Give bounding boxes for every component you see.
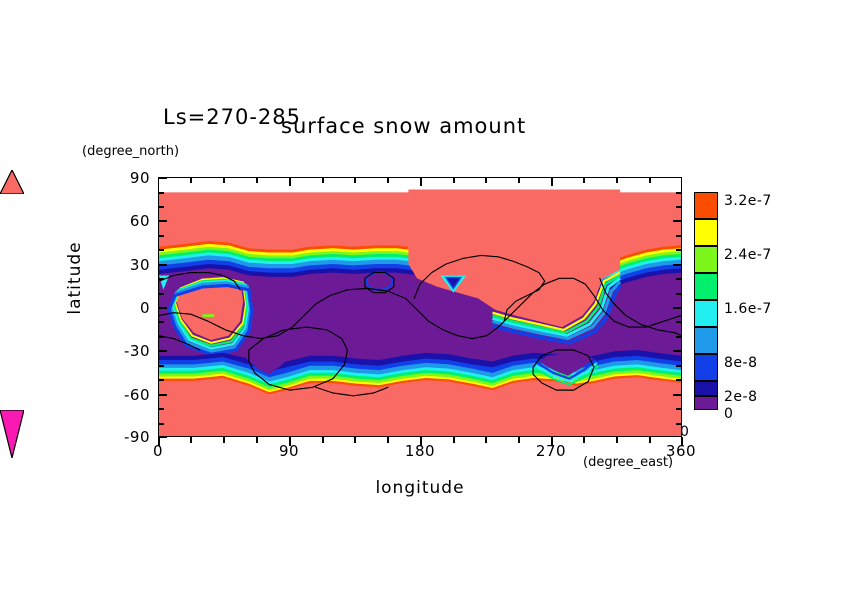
colorbar-segment-5 <box>694 300 718 327</box>
colorbar-segment-2 <box>694 381 718 396</box>
colorbar-segment-1 <box>694 396 718 410</box>
x-tick-label-0: 0 <box>152 442 164 460</box>
colorbar-under-arrow <box>0 410 24 458</box>
colorbar-label-2: 1.6e-7 <box>724 301 772 317</box>
y-tick-label-60: 60 <box>129 212 150 230</box>
colorbar-segment-3 <box>694 354 718 381</box>
x-tick-label-90: 90 <box>278 442 300 460</box>
map-plot-area <box>158 177 682 437</box>
south-transition-bands <box>159 350 681 436</box>
south-purple-dip <box>534 354 600 386</box>
x-tick-label-180: 180 <box>404 442 436 460</box>
map-contour-fill <box>159 178 681 436</box>
colorbar-label-1: 2.4e-7 <box>724 247 772 263</box>
y-axis-unit-note: (degree_north) <box>82 144 180 159</box>
colorbar-label-0: 3.2e-7 <box>724 193 772 209</box>
y-tick-label-minus60: -60 <box>124 386 150 404</box>
y-tick-label-0: 0 <box>139 299 150 317</box>
y-tick-label-minus90: -90 <box>124 428 150 446</box>
colorbar-segment-9 <box>694 192 718 219</box>
colorbar-segment-6 <box>694 273 718 300</box>
x-axis-title: longitude <box>375 478 465 498</box>
coastline-contours <box>159 254 681 397</box>
x-tick-label-270: 270 <box>535 442 567 460</box>
colorbar-label-3: 8e-8 <box>724 355 758 371</box>
page-title: surface snow amount <box>281 114 527 138</box>
colorbar-segment-4 <box>694 327 718 354</box>
left-salmon-island <box>167 276 254 356</box>
south-purple-notch-west <box>246 354 290 375</box>
colorbar-segments <box>694 192 718 438</box>
colorbar-label-4: 2e-8 <box>724 389 758 405</box>
x-axis-unit-note: (degree_east) <box>583 455 674 470</box>
colorbar-segment-8 <box>694 219 718 246</box>
colorbar-zero-marker: 0 <box>680 424 690 440</box>
blue-triangle-marker <box>440 275 467 293</box>
x-tick-label-360: 360 <box>665 442 697 460</box>
colorbar-segment-7 <box>694 246 718 273</box>
y-axis-title: latitude <box>65 241 85 315</box>
y-tick-label-30: 30 <box>129 256 150 274</box>
colorbar-over-arrow <box>0 170 24 194</box>
colorbar-label-5: 0 <box>724 406 734 422</box>
y-tick-label-90: 90 <box>129 169 150 187</box>
y-tick-label-minus30: -30 <box>124 342 150 360</box>
subtitle-ls: Ls=270-285 <box>163 105 301 129</box>
